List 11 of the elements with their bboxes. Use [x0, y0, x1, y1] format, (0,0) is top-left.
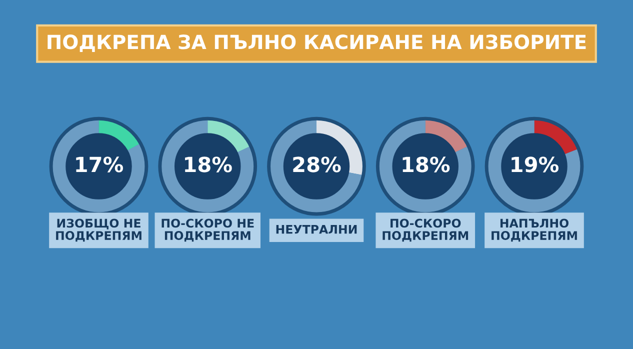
text: ПО-СКОРО ПОДКРЕПЯМ [382, 218, 468, 242]
text: ИЗОБЩО НЕ ПОДКРЕПЯМ [56, 218, 142, 242]
text: НЕУТРАЛНИ [276, 225, 357, 234]
text: ПО-СКОРО НЕ ПОДКРЕПЯМ [162, 218, 254, 242]
text: ПОДКРЕПА ЗА ПЪЛНО КАСИРАНЕ НА ИЗБОРИТЕ [48, 34, 586, 52]
data-label: 18% [402, 156, 450, 172]
data-label: 17% [76, 156, 124, 172]
text: НАПЪЛНО ПОДКРЕПЯМ [492, 218, 577, 242]
data-label: 19% [512, 156, 559, 172]
data-label: 18% [185, 156, 232, 172]
data-label: 28% [293, 156, 341, 172]
